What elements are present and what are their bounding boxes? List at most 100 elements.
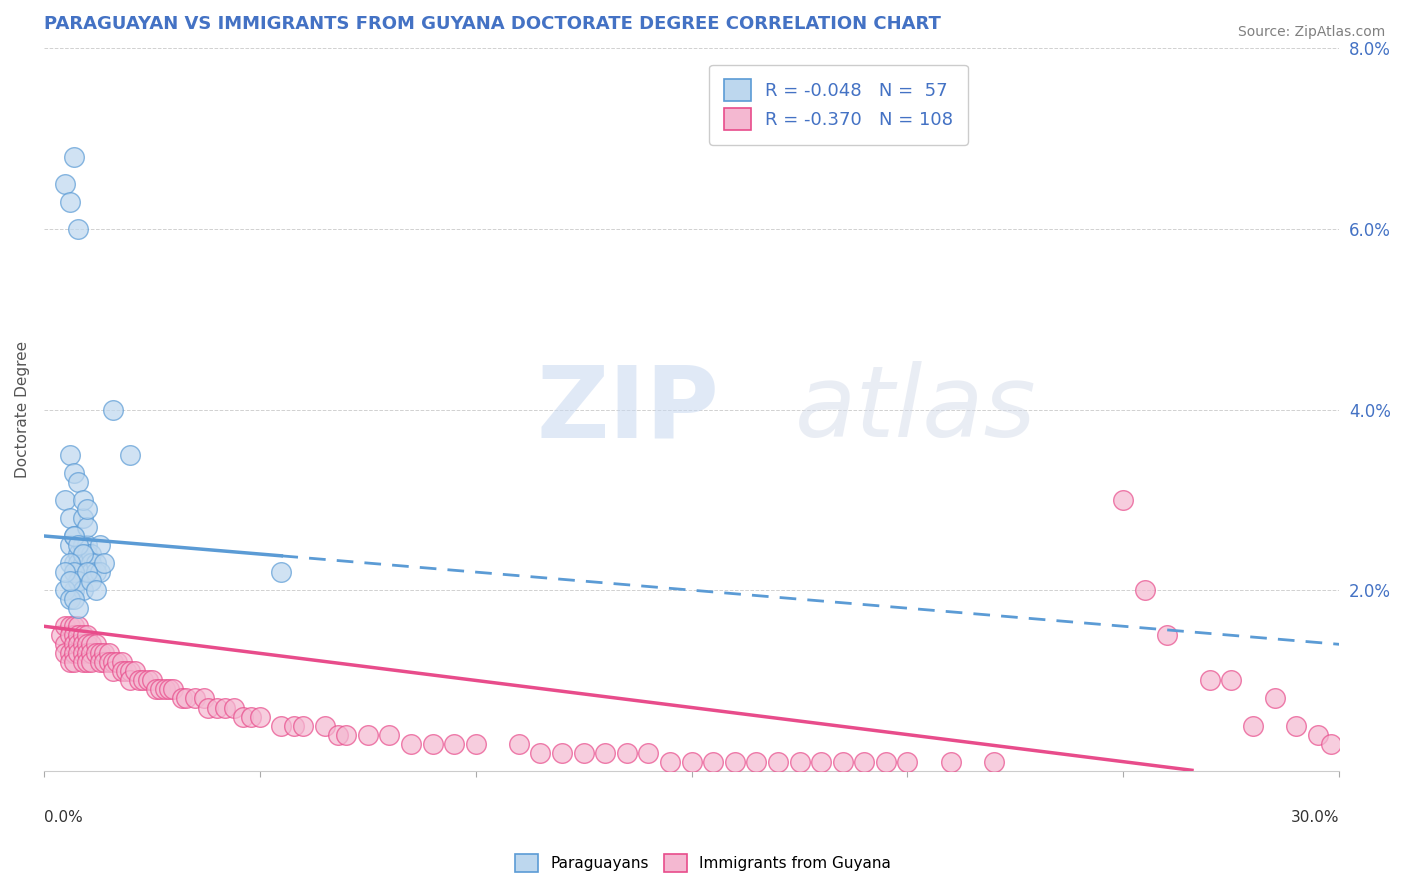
Point	[184, 691, 207, 706]
Point	[72, 656, 94, 670]
Point	[110, 656, 132, 670]
Point	[63, 656, 86, 670]
Point	[55, 492, 77, 507]
Point	[176, 691, 198, 706]
Text: ZIP: ZIP	[536, 361, 718, 458]
Point	[853, 755, 876, 769]
Point	[67, 574, 90, 588]
Point	[724, 755, 747, 769]
Point	[67, 601, 90, 615]
Point	[55, 619, 77, 633]
Point	[63, 466, 86, 480]
Text: 0.0%: 0.0%	[44, 811, 83, 825]
Point	[270, 565, 292, 579]
Point	[84, 565, 107, 579]
Point	[97, 646, 120, 660]
Point	[766, 755, 789, 769]
Legend: R = -0.048   N =  57, R = -0.370   N = 108: R = -0.048 N = 57, R = -0.370 N = 108	[709, 65, 967, 145]
Point	[72, 492, 94, 507]
Point	[89, 538, 111, 552]
Point	[59, 538, 82, 552]
Point	[72, 583, 94, 598]
Point	[72, 547, 94, 561]
Point	[831, 755, 853, 769]
Point	[55, 637, 77, 651]
Point	[222, 700, 245, 714]
Point	[63, 556, 86, 570]
Point	[76, 556, 98, 570]
Point	[59, 556, 82, 570]
Point	[63, 592, 86, 607]
Point	[270, 718, 292, 732]
Point	[170, 691, 193, 706]
Point	[464, 737, 486, 751]
Point	[810, 755, 832, 769]
Point	[59, 574, 82, 588]
Point	[49, 628, 72, 642]
Point	[76, 646, 98, 660]
Point	[72, 556, 94, 570]
Point	[67, 637, 90, 651]
Point	[93, 556, 115, 570]
Point	[63, 529, 86, 543]
Point	[76, 628, 98, 642]
Point	[63, 529, 86, 543]
Point	[72, 637, 94, 651]
Point	[681, 755, 703, 769]
Point	[59, 628, 82, 642]
Point	[55, 583, 77, 598]
Point	[63, 646, 86, 660]
Point	[72, 646, 94, 660]
Text: Source: ZipAtlas.com: Source: ZipAtlas.com	[1237, 25, 1385, 39]
Point	[67, 628, 90, 642]
Point	[76, 565, 98, 579]
Point	[55, 565, 77, 579]
Point	[80, 656, 103, 670]
Point	[67, 619, 90, 633]
Point	[896, 755, 918, 769]
Point	[80, 637, 103, 651]
Point	[240, 709, 263, 723]
Point	[63, 619, 86, 633]
Point	[291, 718, 314, 732]
Point	[357, 728, 380, 742]
Point	[422, 737, 444, 751]
Point	[67, 565, 90, 579]
Point	[145, 682, 167, 697]
Point	[157, 682, 180, 697]
Point	[76, 501, 98, 516]
Point	[314, 718, 336, 732]
Y-axis label: Doctorate Degree: Doctorate Degree	[15, 341, 30, 478]
Point	[67, 646, 90, 660]
Point	[89, 656, 111, 670]
Point	[205, 700, 228, 714]
Point	[76, 565, 98, 579]
Point	[59, 656, 82, 670]
Point	[89, 646, 111, 660]
Point	[80, 646, 103, 660]
Point	[76, 520, 98, 534]
Point	[101, 402, 124, 417]
Point	[443, 737, 465, 751]
Point	[76, 538, 98, 552]
Point	[283, 718, 305, 732]
Point	[659, 755, 682, 769]
Point	[101, 656, 124, 670]
Point	[378, 728, 401, 742]
Text: 30.0%: 30.0%	[1291, 811, 1340, 825]
Point	[572, 746, 595, 760]
Point	[67, 475, 90, 489]
Point	[76, 637, 98, 651]
Point	[67, 547, 90, 561]
Point	[637, 746, 659, 760]
Point	[80, 565, 103, 579]
Point	[875, 755, 897, 769]
Point	[616, 746, 638, 760]
Point	[1306, 728, 1329, 742]
Legend: Paraguayans, Immigrants from Guyana: Paraguayans, Immigrants from Guyana	[508, 846, 898, 880]
Point	[89, 565, 111, 579]
Point	[93, 646, 115, 660]
Point	[1133, 583, 1156, 598]
Point	[72, 511, 94, 525]
Point	[76, 656, 98, 670]
